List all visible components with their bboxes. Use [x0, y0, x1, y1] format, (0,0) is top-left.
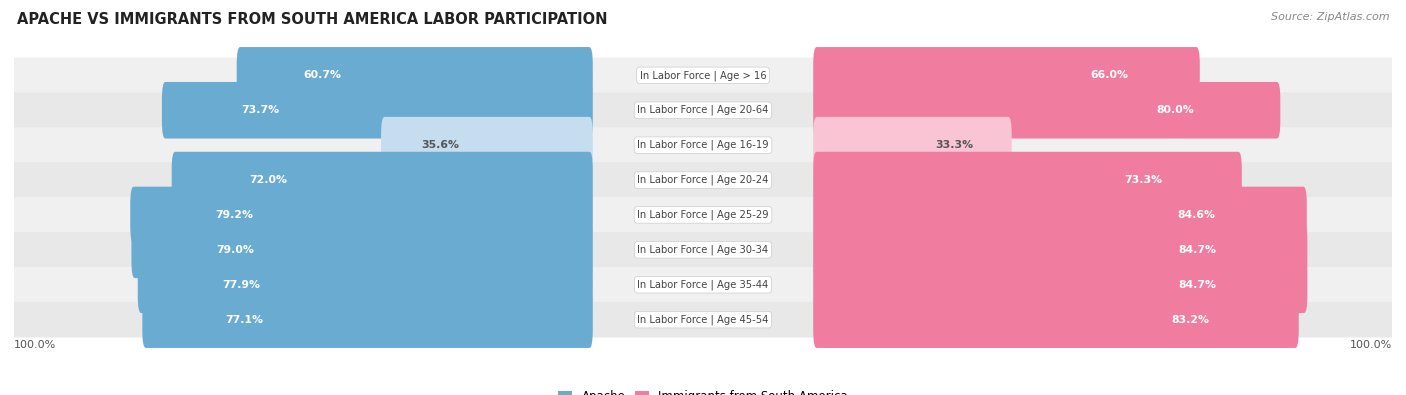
- FancyBboxPatch shape: [14, 302, 1392, 337]
- FancyBboxPatch shape: [131, 222, 593, 278]
- FancyBboxPatch shape: [172, 152, 593, 208]
- FancyBboxPatch shape: [131, 187, 593, 243]
- Text: Source: ZipAtlas.com: Source: ZipAtlas.com: [1271, 12, 1389, 22]
- Text: 60.7%: 60.7%: [302, 70, 342, 80]
- Text: 79.0%: 79.0%: [217, 245, 254, 255]
- Text: 84.6%: 84.6%: [1178, 210, 1216, 220]
- FancyBboxPatch shape: [14, 127, 1392, 163]
- FancyBboxPatch shape: [813, 152, 1241, 208]
- FancyBboxPatch shape: [813, 187, 1306, 243]
- Text: 66.0%: 66.0%: [1090, 70, 1128, 80]
- Text: In Labor Force | Age 45-54: In Labor Force | Age 45-54: [637, 314, 769, 325]
- FancyBboxPatch shape: [14, 267, 1392, 303]
- FancyBboxPatch shape: [236, 47, 593, 103]
- Text: 72.0%: 72.0%: [250, 175, 288, 185]
- FancyBboxPatch shape: [813, 82, 1281, 139]
- FancyBboxPatch shape: [14, 58, 1392, 93]
- Legend: Apache, Immigrants from South America: Apache, Immigrants from South America: [553, 385, 853, 395]
- Text: In Labor Force | Age 25-29: In Labor Force | Age 25-29: [637, 210, 769, 220]
- Text: 100.0%: 100.0%: [14, 340, 56, 350]
- Text: 83.2%: 83.2%: [1171, 315, 1209, 325]
- Text: In Labor Force | Age > 16: In Labor Force | Age > 16: [640, 70, 766, 81]
- Text: 77.9%: 77.9%: [222, 280, 260, 290]
- FancyBboxPatch shape: [813, 292, 1299, 348]
- FancyBboxPatch shape: [813, 222, 1308, 278]
- Text: 80.0%: 80.0%: [1156, 105, 1194, 115]
- FancyBboxPatch shape: [14, 162, 1392, 198]
- Text: 84.7%: 84.7%: [1178, 280, 1216, 290]
- FancyBboxPatch shape: [142, 292, 593, 348]
- Text: 79.2%: 79.2%: [215, 210, 253, 220]
- FancyBboxPatch shape: [813, 256, 1308, 313]
- Text: APACHE VS IMMIGRANTS FROM SOUTH AMERICA LABOR PARTICIPATION: APACHE VS IMMIGRANTS FROM SOUTH AMERICA …: [17, 12, 607, 27]
- FancyBboxPatch shape: [14, 92, 1392, 128]
- Text: In Labor Force | Age 16-19: In Labor Force | Age 16-19: [637, 140, 769, 150]
- FancyBboxPatch shape: [138, 256, 593, 313]
- FancyBboxPatch shape: [14, 232, 1392, 268]
- Text: In Labor Force | Age 20-24: In Labor Force | Age 20-24: [637, 175, 769, 185]
- Text: 100.0%: 100.0%: [1350, 340, 1392, 350]
- Text: 33.3%: 33.3%: [935, 140, 974, 150]
- Text: 35.6%: 35.6%: [422, 140, 460, 150]
- Text: In Labor Force | Age 20-64: In Labor Force | Age 20-64: [637, 105, 769, 115]
- FancyBboxPatch shape: [162, 82, 593, 139]
- Text: 84.7%: 84.7%: [1178, 245, 1216, 255]
- Text: In Labor Force | Age 35-44: In Labor Force | Age 35-44: [637, 280, 769, 290]
- FancyBboxPatch shape: [381, 117, 593, 173]
- Text: 77.1%: 77.1%: [225, 315, 264, 325]
- FancyBboxPatch shape: [813, 47, 1199, 103]
- FancyBboxPatch shape: [813, 117, 1012, 173]
- Text: 73.7%: 73.7%: [242, 105, 280, 115]
- Text: In Labor Force | Age 30-34: In Labor Force | Age 30-34: [637, 245, 769, 255]
- Text: 73.3%: 73.3%: [1125, 175, 1163, 185]
- FancyBboxPatch shape: [14, 197, 1392, 233]
